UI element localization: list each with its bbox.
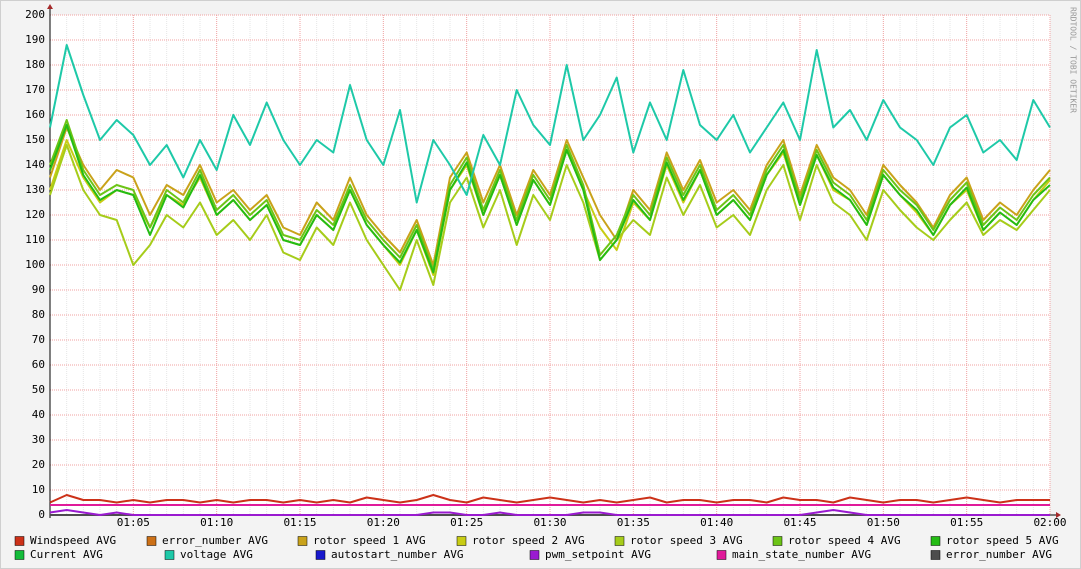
y-tick-label: 30 bbox=[32, 433, 45, 446]
y-tick-label: 180 bbox=[25, 58, 45, 71]
legend-swatch bbox=[14, 536, 25, 546]
x-tick-label: 01:50 bbox=[867, 516, 900, 529]
y-tick-label: 110 bbox=[25, 233, 45, 246]
watermark: RRDTOOL / TOBI OETIKER bbox=[1069, 7, 1078, 113]
legend-label: pwm_setpoint AVG bbox=[545, 548, 651, 561]
x-tick-label: 02:00 bbox=[1033, 516, 1066, 529]
y-tick-label: 130 bbox=[25, 183, 45, 196]
legend-swatch bbox=[772, 536, 783, 546]
legend-swatch bbox=[146, 536, 157, 546]
x-tick-label: 01:40 bbox=[700, 516, 733, 529]
legend-swatch bbox=[456, 536, 467, 546]
y-tick-label: 190 bbox=[25, 33, 45, 46]
x-tick-label: 01:20 bbox=[367, 516, 400, 529]
series-line bbox=[49, 119, 1051, 271]
x-tick-label: 01:05 bbox=[117, 516, 150, 529]
series-line bbox=[49, 494, 1050, 504]
x-tick-label: 01:35 bbox=[617, 516, 650, 529]
legend-swatch bbox=[716, 550, 727, 560]
legend-label: Windspeed AVG bbox=[30, 534, 116, 547]
legend-label: error_number AVG bbox=[946, 548, 1052, 561]
legend-swatch bbox=[14, 550, 25, 560]
legend-label: rotor speed 4 AVG bbox=[788, 534, 901, 547]
y-tick-label: 80 bbox=[32, 308, 45, 321]
x-tick-label: 01:30 bbox=[533, 516, 566, 529]
y-tick-label: 100 bbox=[25, 258, 45, 271]
legend-swatch bbox=[930, 550, 941, 560]
series-line bbox=[49, 509, 1050, 516]
y-tick-label: 170 bbox=[25, 83, 45, 96]
legend-swatch bbox=[297, 536, 308, 546]
series-line bbox=[49, 44, 1051, 204]
legend-label: rotor speed 5 AVG bbox=[946, 534, 1059, 547]
legend-label: Current AVG bbox=[30, 548, 103, 561]
axis-arrow bbox=[47, 4, 53, 9]
y-tick-label: 10 bbox=[32, 483, 45, 496]
x-tick-label: 01:15 bbox=[283, 516, 316, 529]
y-tick-label: 0 bbox=[38, 508, 45, 521]
x-tick-label: 01:55 bbox=[950, 516, 983, 529]
legend-label: rotor speed 3 AVG bbox=[630, 534, 743, 547]
y-tick-label: 60 bbox=[32, 358, 45, 371]
legend-swatch bbox=[614, 536, 625, 546]
y-tick-label: 140 bbox=[25, 158, 45, 171]
legend-label: autostart_number AVG bbox=[331, 548, 463, 561]
series-line bbox=[49, 144, 1051, 291]
x-tick-label: 01:25 bbox=[450, 516, 483, 529]
y-tick-label: 160 bbox=[25, 108, 45, 121]
y-tick-label: 70 bbox=[32, 333, 45, 346]
y-tick-label: 150 bbox=[25, 133, 45, 146]
legend-label: main_state_number AVG bbox=[732, 548, 871, 561]
y-tick-label: 120 bbox=[25, 208, 45, 221]
legend-label: error_number AVG bbox=[162, 534, 268, 547]
y-tick-label: 50 bbox=[32, 383, 45, 396]
legend-swatch bbox=[315, 550, 326, 560]
x-tick-label: 01:45 bbox=[783, 516, 816, 529]
series-line bbox=[49, 126, 1051, 266]
y-tick-label: 90 bbox=[32, 283, 45, 296]
series-line bbox=[49, 124, 1051, 274]
axis-arrow bbox=[1056, 512, 1061, 518]
x-tick-label: 01:10 bbox=[200, 516, 233, 529]
legend-swatch bbox=[529, 550, 540, 560]
y-tick-label: 200 bbox=[25, 8, 45, 21]
legend-label: voltage AVG bbox=[180, 548, 253, 561]
legend-label: rotor speed 2 AVG bbox=[472, 534, 585, 547]
y-tick-label: 40 bbox=[32, 408, 45, 421]
legend-swatch bbox=[164, 550, 175, 560]
legend-label: rotor speed 1 AVG bbox=[313, 534, 426, 547]
y-tick-label: 20 bbox=[32, 458, 45, 471]
legend-swatch bbox=[930, 536, 941, 546]
